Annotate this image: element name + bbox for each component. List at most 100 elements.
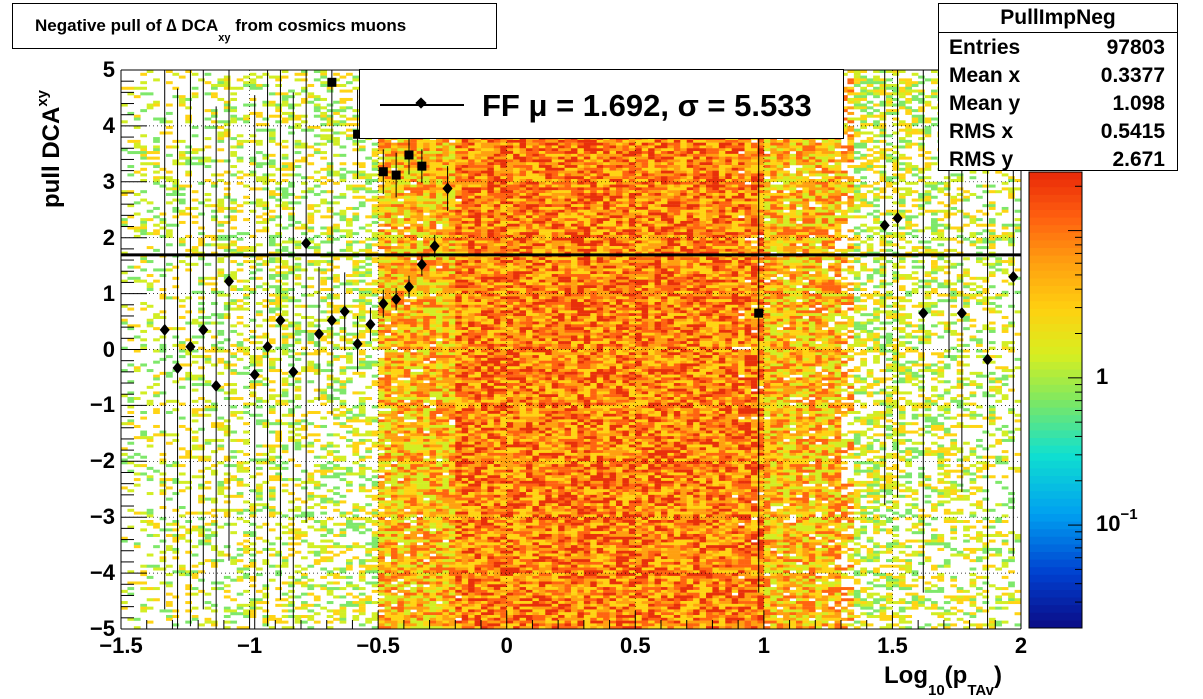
heatmap-cell [430,481,437,484]
heatmap-cell [243,338,250,341]
heatmap-cell [365,503,372,506]
heatmap-cell [410,277,417,280]
heatmap-cell [404,500,411,503]
heatmap-cell [275,274,282,277]
heatmap-cell [410,199,417,202]
heatmap-cell [333,397,340,400]
heatmap-cell [397,503,404,506]
heatmap-cell [397,615,404,618]
heatmap-cell [397,386,404,389]
heatmap-cell [327,397,334,400]
heatmap-cell [397,162,404,165]
heatmap-cell [224,338,231,341]
heatmap-cell [275,358,282,361]
heatmap-cell [442,453,449,456]
heatmap-cell [430,419,437,422]
heatmap-cell [359,411,366,414]
heatmap-cell [455,263,462,266]
heatmap-cell [378,540,385,543]
heatmap-cell [172,224,179,227]
heatmap-cell [436,366,443,369]
heatmap-cell [147,386,154,389]
heatmap-cell [430,355,437,358]
heatmap-cell [327,134,334,137]
heatmap-cell [410,363,417,366]
heatmap-cell [423,419,430,422]
heatmap-cell [455,218,462,221]
heatmap-cell [449,391,456,394]
heatmap-cell [410,464,417,467]
heatmap-cell [410,598,417,601]
heatmap-cell [404,517,411,520]
heatmap-cell [185,375,192,378]
heatmap-cell [307,400,314,403]
heatmap-cell [314,151,321,154]
heatmap-cell [404,506,411,509]
heatmap-cell [333,509,340,512]
heatmap-cell [410,372,417,375]
heatmap-cell [404,140,411,143]
heatmap-cell [436,590,443,593]
heatmap-cell [160,218,167,221]
heatmap-cell [385,609,392,612]
heatmap-cell [307,305,314,308]
heatmap-cell [397,151,404,154]
heatmap-cell [430,383,437,386]
heatmap-cell [352,268,359,271]
heatmap-cell [455,151,462,154]
heatmap-cell [417,383,424,386]
heatmap-cell [372,486,379,489]
heatmap-cell [410,171,417,174]
heatmap-cell [430,282,437,285]
heatmap-cell [430,391,437,394]
heatmap-cell [397,154,404,157]
heatmap-cell [430,274,437,277]
heatmap-cell [449,623,456,626]
heatmap-cell [455,232,462,235]
heatmap-cell [295,464,302,467]
heatmap-cell [307,101,314,104]
heatmap-cell [372,232,379,235]
heatmap-cell [179,377,186,380]
heatmap-cell [262,400,269,403]
heatmap-cell [134,151,141,154]
heatmap-cell [417,232,424,235]
heatmap-cell [224,207,231,210]
heatmap-cell [282,478,289,481]
heatmap-cell [449,559,456,562]
heatmap-cell [404,313,411,316]
heatmap-cell [391,568,398,571]
heatmap-cell [378,285,385,288]
heatmap-cell [147,520,154,523]
heatmap-cell [282,266,289,269]
heatmap-cell [397,338,404,341]
heatmap-cell [192,431,199,434]
heatmap-cell [179,506,186,509]
heatmap-cell [243,173,250,176]
heatmap-cell [378,623,385,626]
heatmap-cell [256,199,263,202]
heatmap-cell [410,623,417,626]
heatmap-cell [410,215,417,218]
heatmap-cell [385,199,392,202]
heatmap-cell [127,308,134,311]
heatmap-cell [391,324,398,327]
heatmap-cell [385,523,392,526]
heatmap-cell [327,498,334,501]
heatmap-cell [372,165,379,168]
heatmap-cell [430,204,437,207]
heatmap-cell [417,227,424,230]
heatmap-cell [391,481,398,484]
heatmap-cell [147,274,154,277]
heatmap-cell [275,104,282,107]
heatmap-cell [423,271,430,274]
heatmap-cell [346,218,353,221]
heatmap-cell [185,173,192,176]
heatmap-cell [301,73,308,76]
heatmap-cell [430,363,437,366]
heatmap-cell [282,241,289,244]
heatmap-cell [172,534,179,537]
heatmap-cell [436,506,443,509]
heatmap-cell [295,282,302,285]
heatmap-cell [372,305,379,308]
